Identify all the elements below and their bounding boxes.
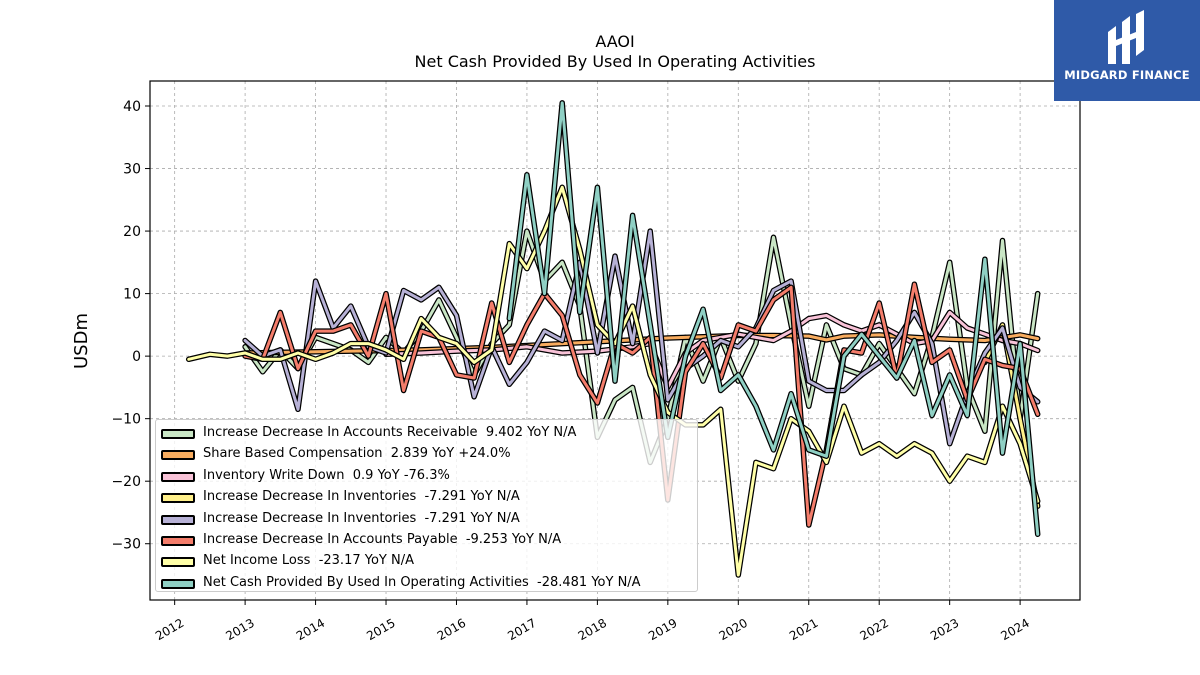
legend-label: Increase Decrease In Accounts Payable -9… [203, 531, 562, 547]
legend-swatch [161, 493, 195, 504]
x-tick-label: 2022 [857, 616, 890, 643]
y-tick-label: 40 [123, 99, 141, 115]
legend-swatch [161, 535, 195, 546]
chart-legend: Increase Decrease In Accounts Receivable… [155, 419, 698, 592]
legend-swatch [161, 557, 195, 568]
brand-name: MIDGARD FINANCE [1064, 68, 1190, 82]
legend-label: Net Cash Provided By Used In Operating A… [203, 574, 641, 590]
x-tick-label: 2020 [717, 616, 750, 643]
x-tick-label: 2016 [435, 616, 468, 643]
y-tick-label: −30 [111, 537, 141, 553]
legend-swatch [161, 471, 195, 482]
plot-frame [149, 80, 1081, 601]
legend-label: Net Income Loss -23.17 YoY N/A [203, 553, 414, 569]
series-line-7 [185, 184, 1041, 578]
legend-item: Increase Decrease In Inventories -7.291 … [156, 488, 697, 509]
legend-label: Inventory Write Down 0.9 YoY -76.3% [203, 467, 450, 483]
x-tick-label: 2014 [294, 616, 327, 643]
legend-item: Inventory Write Down 0.9 YoY -76.3% [156, 467, 697, 488]
x-axis: 2012 2013 2014 2015 2016 2017 2018 2019 2020 2021… [153, 600, 1032, 643]
series-line-stroke [384, 310, 1040, 389]
x-tick-label: 2018 [576, 616, 609, 643]
x-tick-label: 2015 [364, 616, 397, 643]
midgard-logo-icon [1108, 10, 1144, 64]
brand-logo: MIDGARD FINANCE [1054, 0, 1200, 101]
y-tick-label: 10 [123, 287, 141, 303]
legend-label: Increase Decrease In Accounts Receivable… [203, 425, 577, 440]
x-tick-label: 2017 [505, 616, 538, 643]
x-tick-label: 2013 [223, 616, 256, 643]
y-tick-label: −10 [111, 412, 141, 428]
y-tick-label: 0 [132, 349, 141, 365]
chart-subtitle: Net Cash Provided By Used In Operating A… [414, 52, 816, 71]
series-line-stroke [187, 185, 1040, 577]
y-axis: 40 30 20 10 0 −10 −20 −30 [111, 99, 150, 553]
legend-swatch [161, 514, 195, 525]
legend-swatch [161, 429, 195, 439]
chart-series-group [185, 100, 1041, 578]
legend-item: Increase Decrease In Accounts Payable -9… [156, 531, 697, 552]
y-tick-label: −20 [111, 474, 141, 490]
y-axis-label: USDm [71, 313, 92, 369]
legend-item: Net Income Loss -23.17 YoY N/A [156, 552, 697, 573]
legend-swatch [161, 578, 195, 589]
legend-item: Increase Decrease In Accounts Receivable… [156, 424, 697, 445]
y-tick-label: 20 [123, 224, 141, 240]
legend-label: Increase Decrease In Inventories -7.291 … [203, 510, 520, 526]
chart-title: AAOI [595, 32, 635, 51]
y-tick-label: 30 [123, 162, 141, 178]
legend-item: Increase Decrease In Inventories -7.291 … [156, 510, 697, 531]
legend-item: Net Cash Provided By Used In Operating A… [156, 574, 697, 595]
x-tick-label: 2024 [998, 616, 1031, 643]
legend-swatch [161, 450, 195, 461]
series-line-3 [383, 309, 1041, 391]
series-line-stroke [507, 101, 1040, 536]
series-line-8 [506, 100, 1041, 538]
legend-item: Share Based Compensation 2.839 YoY +24.0… [156, 445, 697, 466]
chart-grid [150, 81, 1080, 600]
x-tick-label: 2019 [646, 616, 679, 643]
legend-label: Increase Decrease In Inventories -7.291 … [203, 489, 520, 505]
legend-label: Share Based Compensation 2.839 YoY +24.0… [203, 446, 511, 462]
x-tick-label: 2021 [787, 616, 820, 643]
x-tick-label: 2012 [153, 616, 186, 643]
x-tick-label: 2023 [928, 616, 961, 643]
